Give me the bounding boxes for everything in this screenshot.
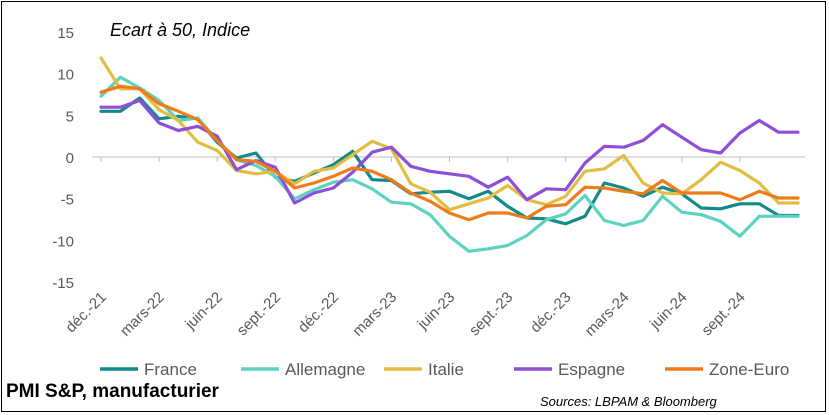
x-tick-label: juin-23 [414, 289, 459, 334]
y-tick-label: -10 [52, 233, 74, 250]
chart-title: Ecart à 50, Indice [110, 20, 250, 40]
y-tick-label: 15 [57, 25, 74, 42]
y-tick-label: -15 [52, 275, 74, 292]
series-line-zone-euro [99, 84, 800, 222]
series-line-italie [99, 56, 800, 212]
x-tick-label: déc.-23 [527, 289, 574, 336]
legend-label-allemagne: Allemagne [285, 360, 365, 379]
legend-label-zone-euro: Zone-Euro [709, 360, 789, 379]
x-tick-label: mars-23 [349, 289, 400, 340]
x-tick-label: mars-24 [582, 289, 633, 340]
y-tick-label: 10 [57, 67, 74, 84]
x-tick-label: sept.-23 [466, 289, 516, 339]
footer-title: PMI S&P, manufacturier [6, 381, 219, 402]
x-tick-label: sept.-24 [698, 289, 748, 339]
footer-source: Sources: LBPAM & Bloomberg [540, 394, 717, 409]
x-tick-label: juin-24 [646, 289, 691, 334]
y-tick-label: 0 [66, 150, 74, 167]
x-tick-label: sept.-22 [234, 289, 284, 339]
series-line-espagne [99, 98, 800, 205]
x-tick-label: déc.-21 [62, 289, 109, 336]
series-line-allemagne [99, 75, 800, 253]
legend-label-espagne: Espagne [558, 360, 625, 379]
x-tick-label: déc.-22 [295, 289, 342, 336]
x-tick-label: mars-22 [117, 289, 168, 340]
x-tick-label: juin-22 [181, 289, 226, 334]
legend-label-italie: Italie [428, 360, 464, 379]
legend-label-france: France [144, 360, 197, 379]
y-tick-label: 5 [66, 108, 74, 125]
y-tick-label: -5 [61, 192, 74, 209]
